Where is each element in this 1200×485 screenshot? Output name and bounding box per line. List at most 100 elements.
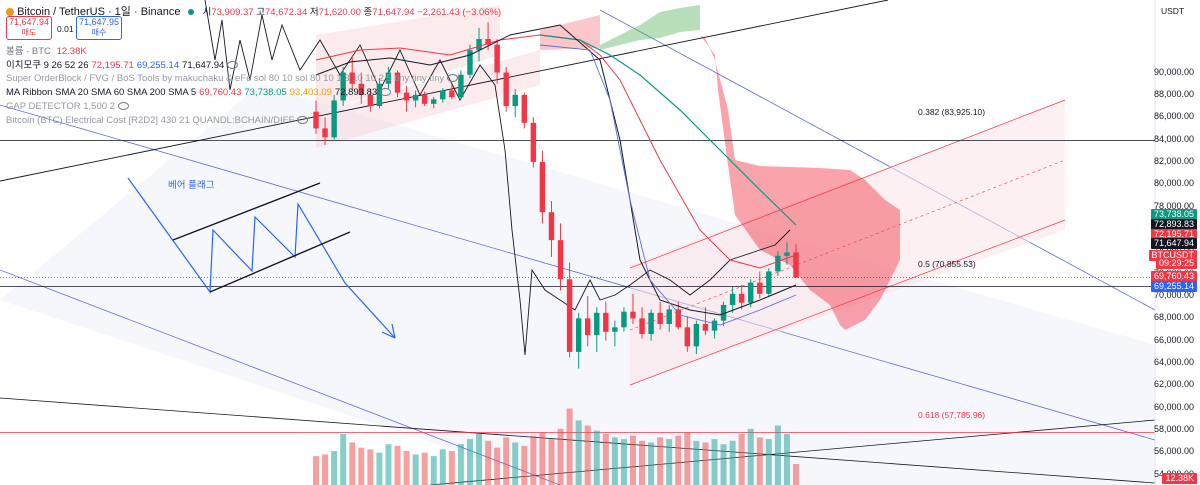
- volume-bar: [385, 444, 392, 485]
- candle-body: [757, 282, 763, 294]
- candle-body: [530, 122, 537, 162]
- candle-body: [775, 255, 781, 272]
- indicator-value: 71,647.94: [182, 60, 225, 71]
- candle-body: [566, 279, 573, 352]
- bear-flag-arrow-head-2: [391, 323, 396, 339]
- volume-bar: [322, 454, 329, 485]
- candle-body: [648, 312, 654, 335]
- price-tag: 69,255.14: [1150, 281, 1197, 292]
- live-dot: [187, 9, 194, 16]
- volume-bar: [684, 432, 691, 485]
- sell-label: 매도: [21, 28, 37, 37]
- indicator-legend-row[interactable]: MA Ribbon SMA 20 SMA 60 SMA 200 SMA 5 69,…: [6, 87, 392, 98]
- candle-body: [748, 282, 754, 303]
- price-tag: 09:29:25: [1155, 258, 1197, 269]
- indicator-value: 72,195.71: [91, 60, 134, 71]
- y-axis-tick-label: 80,000.00: [1153, 178, 1194, 189]
- candle-body: [539, 161, 546, 213]
- volume-bar: [783, 434, 790, 485]
- candle-body: [512, 94, 518, 107]
- visibility-eye-icon[interactable]: [297, 116, 309, 125]
- bear-flag-annotation[interactable]: 베어 플래그: [168, 180, 215, 191]
- candle-body: [440, 90, 446, 100]
- candle-body: [711, 320, 718, 331]
- high-value: 74,672.34: [264, 7, 308, 18]
- visibility-eye-icon[interactable]: [227, 61, 239, 70]
- candle-body: [594, 312, 600, 336]
- volume-bar: [611, 437, 618, 485]
- sma-20-line: [315, 34, 797, 269]
- candle-body: [394, 72, 401, 93]
- candle-body: [467, 50, 473, 75]
- ichimoku-kumo-red-2: [540, 15, 600, 50]
- bear-flag-pattern: [127, 177, 396, 339]
- candle-body: [702, 323, 709, 331]
- candle-body: [331, 100, 337, 138]
- rising-channel-fill: [630, 100, 1065, 385]
- volume-bar: [648, 442, 655, 485]
- volume-bar: [358, 447, 365, 485]
- buy-button[interactable]: 71,647.95 매수: [76, 16, 122, 40]
- orderblock-zone-2: [316, 50, 540, 148]
- candle-body: [766, 271, 772, 294]
- sma-60-line: [539, 34, 797, 226]
- candle-body: [367, 94, 374, 107]
- candle-body: [666, 309, 672, 324]
- indicator-legend-row[interactable]: 이치모쿠 9 26 52 26 72,195.71 69,255.14 71,647.…: [6, 57, 239, 71]
- volume-bar: [512, 442, 519, 485]
- symbol-title: Bitcoin / TetherUS · 1일 · Binance: [17, 6, 181, 18]
- volume-bar: [693, 440, 700, 485]
- volume-bar: [629, 435, 636, 485]
- y-axis-tick-label: 84,000.00: [1153, 133, 1194, 144]
- indicator-legend-row[interactable]: Bitcoin (BTC) Electrical Cost [R2D2] 430…: [6, 115, 309, 126]
- ichimoku-kumo-red: [700, 35, 900, 330]
- visibility-eye-icon[interactable]: [117, 102, 129, 111]
- volume-bar: [503, 437, 510, 485]
- indicator-value: 72,893.83: [334, 87, 378, 98]
- visibility-eye-icon[interactable]: [447, 74, 459, 83]
- close-label: 종: [363, 7, 373, 18]
- price-tag: 72,893.83: [1150, 219, 1197, 230]
- volume-bar: [675, 435, 682, 485]
- candle-body: [340, 72, 346, 101]
- candle-body: [675, 309, 681, 328]
- candle-body: [458, 74, 464, 98]
- volume-bar: [666, 439, 673, 485]
- rising-channel-upper: [629, 99, 1066, 269]
- volume-legend[interactable]: 볼륨 · BTC 12.38K: [6, 43, 87, 57]
- sell-price: 71,647.94: [8, 17, 50, 27]
- fib-05-label: 0.5 (70,855.53): [918, 259, 976, 269]
- candle-body: [693, 323, 700, 347]
- indicator-legend-row[interactable]: GAP DETECTOR 1,500 2: [6, 101, 129, 112]
- currency-label[interactable]: USDT: [1161, 6, 1185, 16]
- volume-bar: [765, 439, 772, 485]
- volume-bar: [575, 420, 582, 485]
- visibility-eye-icon[interactable]: [380, 88, 392, 97]
- channel-upper-line: [0, 104, 1156, 441]
- change-value: −2,261.43 (−3.06%): [417, 7, 502, 18]
- y-axis-tick-label: 60,000.00: [1153, 401, 1194, 412]
- candle-body: [494, 44, 500, 73]
- indicator-legend-row[interactable]: Super OrderBlock / FVG / BoS Tools by ma…: [6, 73, 459, 84]
- volume-bar: [756, 437, 763, 485]
- price-tag: 12.38K: [1162, 473, 1197, 484]
- volume-bar: [711, 439, 718, 485]
- volume-bar: [349, 442, 356, 485]
- symbol-dot: [6, 8, 14, 17]
- volume-bar: [774, 425, 781, 485]
- volume-bar: [376, 452, 383, 485]
- close-value: 71,647.94: [372, 7, 415, 18]
- sell-button[interactable]: 71,647.94 매도: [6, 16, 52, 40]
- candle-body: [485, 39, 491, 45]
- volume-bar: [494, 447, 501, 485]
- y-axis-tick-label: 82,000.00: [1153, 155, 1194, 166]
- volume-bar: [584, 425, 591, 485]
- volume-bar: [403, 451, 410, 485]
- symbol-header[interactable]: Bitcoin / TetherUS · 1일 · Binance 시73,90…: [6, 3, 501, 19]
- volume-bar: [747, 428, 754, 485]
- candle-body: [630, 311, 636, 319]
- bear-flag-upper-line: [172, 182, 321, 241]
- candle-body: [639, 318, 645, 335]
- candle-body: [449, 90, 455, 98]
